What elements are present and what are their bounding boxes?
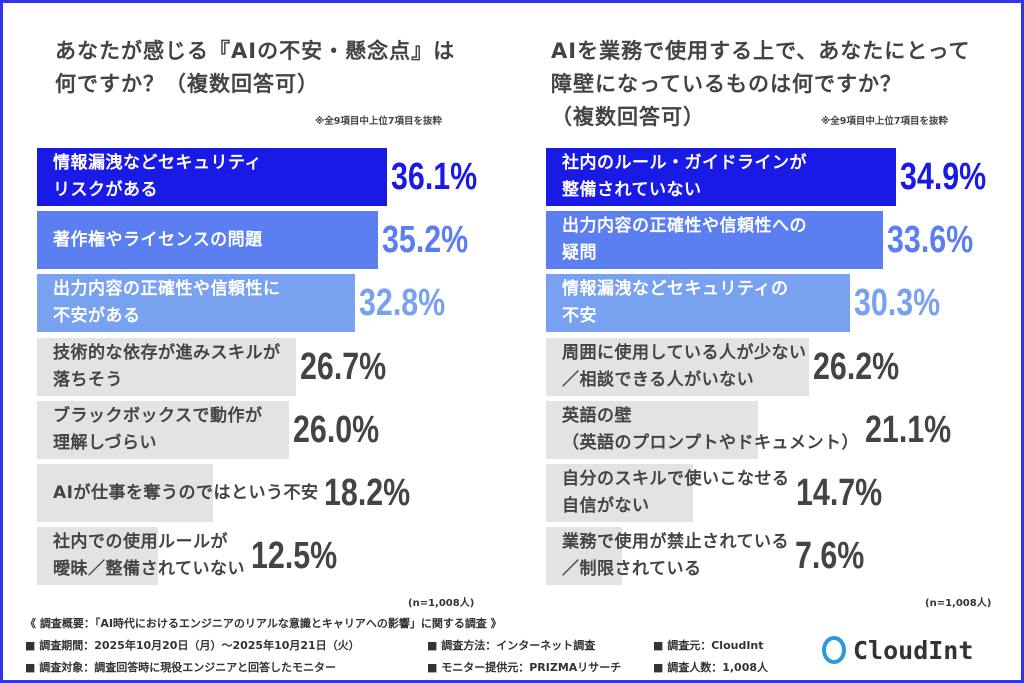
value-label: 18.2%: [324, 472, 411, 514]
monitor-provider: ■ モニター提供元：PRIZMAリサーチ: [427, 661, 622, 674]
right-chart-note: ※全9項目中上位7項目を抜粋: [821, 116, 948, 127]
value-label: 14.7%: [795, 472, 882, 514]
survey-period: ■ 調査期間：2025年10月20日（月）〜2025年10月21日（火）: [25, 639, 360, 652]
survey-target: ■ 調査対象：調査回答時に現役エンジニアと回答したモニター: [25, 661, 337, 674]
category-label: 情報漏洩などセキュリティ リスクがある: [53, 153, 262, 200]
cloudint-ring-icon: [822, 636, 846, 664]
category-label: 出力内容の正確性や信頼性への 疑問: [562, 216, 807, 264]
bar-1: 社内のルール・ガイドラインが 整備されていない: [546, 148, 896, 206]
category-label: 周囲に使用している人が少ない ／相談できる人がいない: [562, 342, 807, 390]
survey-count: ■ 調査人数：1,008人: [653, 661, 769, 674]
bar-7: 社内での使用ルールが 曖昧／整備されていない: [37, 527, 245, 586]
logo-text: CloudInt: [853, 635, 974, 665]
value-label: 7.6%: [795, 535, 865, 578]
value-label: 26.2%: [812, 345, 899, 388]
bar-5: ブラックボックスで動作が 理解しづらい: [37, 400, 290, 459]
value-label: 33.6%: [886, 219, 974, 262]
bar-3: 出力内容の正確性や信頼性に 不安がある: [37, 274, 355, 333]
category-label: 出力内容の正確性や信頼性に 不安がある: [53, 279, 281, 327]
bar-2: 出力内容の正確性や信頼性への 疑問: [546, 211, 883, 270]
bar-5: 英語の壁 （英語のプロンプトやドキュメント）: [546, 400, 859, 459]
bar-1: 情報漏洩などセキュリティ リスクがある: [37, 148, 387, 206]
category-label: 英語の壁 （英語のプロンプトやドキュメント）: [562, 405, 859, 453]
right-sample-size: (n=1,008人): [925, 598, 992, 609]
left-sample-size: (n=1,008人): [408, 598, 475, 609]
value-label: 12.5%: [251, 535, 338, 578]
bar-7: 業務で使用が禁止されている ／制限されている: [546, 527, 789, 586]
survey-source: ■ 調査元：CloudInt: [653, 639, 764, 652]
category-label: AIが仕事を奪うのではという不安: [53, 482, 319, 503]
value-label: 30.3%: [853, 282, 941, 325]
bar-4: 技術的な依存が進みスキルが 落ちそう: [37, 337, 296, 396]
category-label: 情報漏洩などセキュリティの 不安: [562, 279, 789, 327]
value-label: 36.1%: [391, 156, 478, 198]
right-bar-chart: 社内のルール・ガイドラインが 整備されていない 34.9% 出力内容の正確性や信頼性…: [546, 148, 1016, 588]
bar-3: 情報漏洩などセキュリティの 不安: [546, 274, 850, 333]
left-chart-title: あなたが感じる『AIの不安・懸念点』は 何ですか？（複数回答可）: [55, 39, 456, 96]
category-label: 業務で使用が禁止されている ／制限されている: [562, 532, 789, 580]
category-label: 自分のスキルで使いこなせる 自信がない: [562, 469, 790, 516]
bar-6: AIが仕事を奪うのではという不安: [37, 464, 318, 522]
category-label: 著作権やライセンスの問題: [53, 229, 263, 250]
value-label: 32.8%: [359, 282, 446, 325]
survey-summary-heading: 《 調査概要：「AI時代におけるエンジニアのリアルな意識とキャリアへの影響」に関…: [25, 617, 502, 630]
value-label: 26.7%: [299, 345, 387, 388]
category-label: 社内での使用ルールが 曖昧／整備されていない: [53, 532, 245, 580]
category-label: 技術的な依存が進みスキルが 落ちそう: [53, 342, 281, 390]
category-label: 社内のルール・ガイドラインが 整備されていない: [562, 153, 807, 200]
bar-6: 自分のスキルで使いこなせる 自信がない: [546, 464, 789, 522]
value-label: 21.1%: [865, 408, 952, 451]
value-label: 34.9%: [900, 156, 987, 198]
cloudint-logo: CloudInt: [821, 635, 973, 665]
left-chart-note: ※全9項目中上位7項目を抜粋: [315, 116, 442, 127]
value-label: 26.0%: [293, 408, 380, 451]
category-label: ブラックボックスで動作が 理解しづらい: [53, 405, 263, 453]
bar-2: 著作権やライセンスの問題: [37, 211, 379, 270]
left-bar-chart: 情報漏洩などセキュリティ リスクがある 36.1% 著作権やライセンスの問題 35.2…: [37, 148, 507, 588]
right-chart-title: AIを業務で使用する上で、あなたにとって 障壁になっているものは何ですか？ （複…: [551, 39, 971, 129]
bar-4: 周囲に使用している人が少ない ／相談できる人がいない: [546, 337, 809, 396]
value-label: 35.2%: [382, 219, 469, 262]
survey-method: ■ 調査方法：インターネット調査: [427, 639, 596, 652]
